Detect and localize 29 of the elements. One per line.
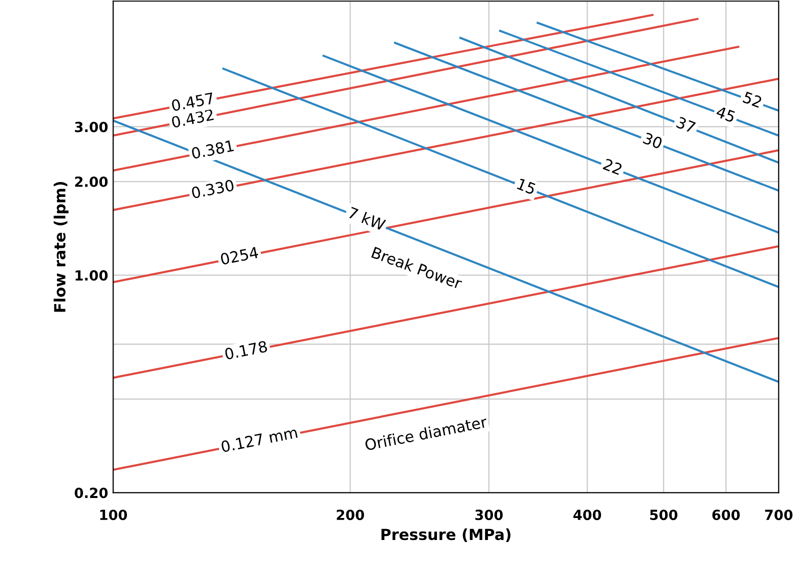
annotation: Break Power xyxy=(371,246,464,290)
x-tick-label: 100 xyxy=(100,510,128,520)
x-axis-title: Pressure (MPa) xyxy=(382,528,510,542)
x-tick-label: 600 xyxy=(712,510,740,520)
text: 30 xyxy=(642,132,663,150)
y-tick-label: 2.00 xyxy=(75,176,108,188)
x-tick-label: 500 xyxy=(650,510,678,520)
text: 37 xyxy=(676,116,696,134)
text: 0.457 xyxy=(171,92,214,112)
text: 0.178 xyxy=(224,340,268,360)
text: 0.127 mm xyxy=(220,426,298,453)
y-tick-label: 1.00 xyxy=(76,270,108,281)
annotation: Orifice diamater xyxy=(364,416,488,451)
y-tick-label: 0.20 xyxy=(74,488,108,498)
text: 52 xyxy=(742,91,762,108)
text: 0.381 xyxy=(191,140,234,160)
text: 0.330 xyxy=(191,179,234,199)
x-tick-label: 400 xyxy=(573,510,602,520)
x-tick-label: 300 xyxy=(475,510,503,520)
text: 15 xyxy=(516,178,536,195)
x-tick-label: 700 xyxy=(765,510,792,520)
text: 7 kW xyxy=(348,206,386,231)
text: 22 xyxy=(602,158,623,175)
text: 0.432 xyxy=(171,108,214,128)
y-tick-label: 3.00 xyxy=(74,122,108,132)
x-tick-label: 200 xyxy=(336,510,364,520)
y-axis-title: Flow rate (lpm) xyxy=(54,182,68,312)
text: 0254 xyxy=(220,246,259,266)
text: 45 xyxy=(715,106,736,123)
